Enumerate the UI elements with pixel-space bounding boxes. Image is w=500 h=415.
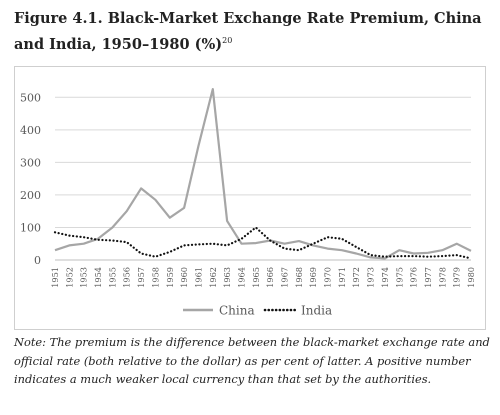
x-tick-label: 1959 <box>165 267 175 288</box>
x-tick-label: 1973 <box>366 267 376 288</box>
x-tick-label: 1951 <box>50 267 60 288</box>
x-tick-label: 1966 <box>265 267 275 288</box>
legend-label-india: India <box>301 304 332 318</box>
x-tick-label: 1970 <box>323 267 333 288</box>
y-tick-label: 100 <box>20 221 41 234</box>
x-tick-label: 1974 <box>380 267 390 288</box>
x-tick-label: 1955 <box>107 267 117 288</box>
series-line-india <box>53 226 473 260</box>
x-tick-label: 1963 <box>222 267 232 288</box>
x-tick-label: 1953 <box>79 267 89 288</box>
x-tick-label: 1978 <box>437 267 447 288</box>
x-tick-label: 1960 <box>179 267 189 288</box>
x-tick-label: 1979 <box>452 267 462 288</box>
y-tick-label: 500 <box>20 91 41 104</box>
series-line-china <box>54 88 472 260</box>
x-tick-label: 1971 <box>337 267 347 288</box>
x-tick-label: 1962 <box>208 267 218 288</box>
y-tick-label: 0 <box>34 254 41 267</box>
x-tick-label: 1972 <box>351 267 361 288</box>
x-tick-label: 1952 <box>64 267 74 288</box>
x-tick-label: 1976 <box>409 267 419 288</box>
x-tick-label: 1957 <box>136 267 146 288</box>
x-tick-label: 1975 <box>394 267 404 288</box>
y-tick-label: 300 <box>20 156 41 169</box>
x-tick-label: 1980 <box>466 267 476 288</box>
x-tick-label: 1977 <box>423 267 433 288</box>
x-tick-label: 1965 <box>251 267 261 288</box>
figure-note: Note: The premium is the difference betw… <box>14 335 490 386</box>
x-tick-label: 1956 <box>122 267 132 288</box>
x-tick-label: 1969 <box>308 267 318 288</box>
x-tick-label: 1954 <box>93 267 103 288</box>
x-tick-label: 1964 <box>236 267 246 288</box>
figure-title: Figure 4.1. Black-Market Exchange Rate P… <box>14 8 490 56</box>
y-tick-label: 200 <box>20 189 41 202</box>
y-tick-label: 400 <box>20 124 41 137</box>
x-tick-label: 1958 <box>150 267 160 288</box>
x-tick-label: 1961 <box>193 267 203 288</box>
chart-frame: 0 100 200 300 400 500 1951 1952 1953 1954 1955 1956… <box>14 66 486 330</box>
legend-label-china: China <box>219 304 255 318</box>
line-chart: 0 100 200 300 400 500 1951 1952 1953 1954 1955 1956… <box>20 88 476 318</box>
x-tick-label: 1968 <box>294 267 304 288</box>
footnote-marker: 20 <box>222 36 233 45</box>
x-tick-label: 1967 <box>280 267 290 288</box>
figure-title-text: Figure 4.1. Black-Market Exchange Rate P… <box>14 10 482 53</box>
